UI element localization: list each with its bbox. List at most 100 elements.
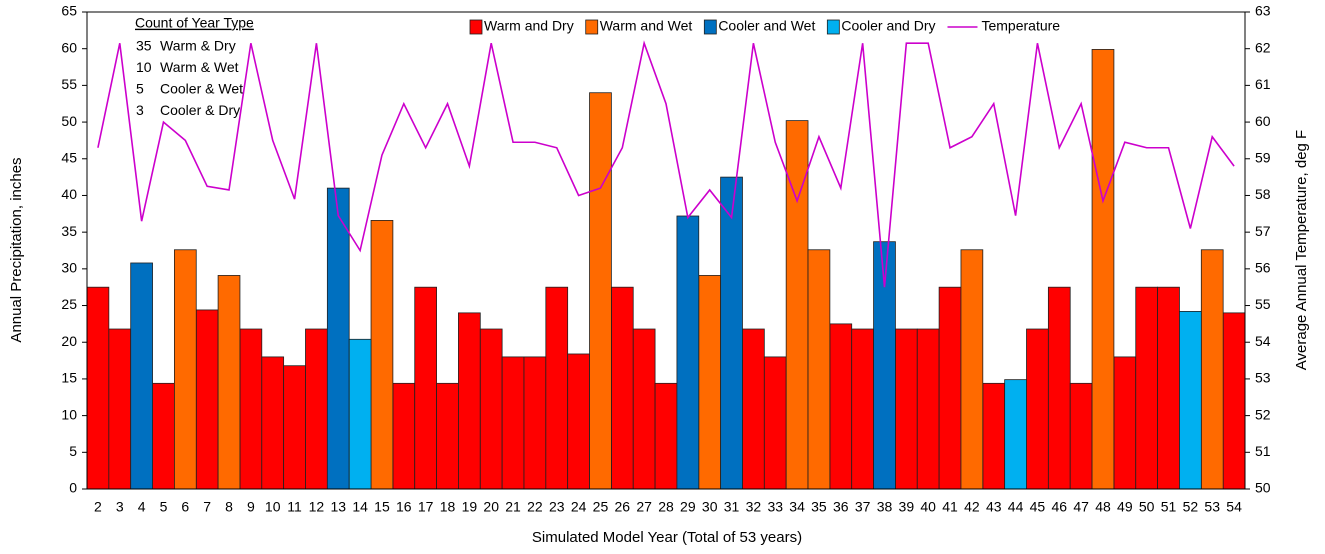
bar <box>436 382 459 490</box>
x-tick-label: 31 <box>724 499 740 515</box>
bar <box>152 382 175 490</box>
x-tick-label: 30 <box>702 499 718 515</box>
x-tick-label: 29 <box>680 499 696 515</box>
bar <box>851 328 874 490</box>
x-tick-label: 7 <box>203 499 211 515</box>
x-tick-label: 32 <box>746 499 762 515</box>
bar <box>108 328 132 490</box>
bar <box>720 176 743 490</box>
bar <box>632 328 656 490</box>
y-tick-label: 5 <box>69 443 77 459</box>
x-tick-label: 28 <box>658 499 674 515</box>
y-tick-label: 55 <box>61 76 77 92</box>
legend-swatch <box>469 19 483 35</box>
bar <box>676 215 700 490</box>
bar <box>458 312 481 490</box>
x-tick-label: 15 <box>374 499 390 515</box>
x-tick-label: 48 <box>1095 499 1111 515</box>
x-tick-label: 5 <box>160 499 168 515</box>
bar <box>763 356 787 490</box>
annotation-label: Cooler & Wet <box>160 81 243 97</box>
y2-tick-label: 54 <box>1255 333 1271 349</box>
x-tick-label: 18 <box>440 499 456 515</box>
annotation-label: Warm & Wet <box>160 59 239 75</box>
x-tick-label: 6 <box>181 499 189 515</box>
bar <box>1026 328 1049 490</box>
x-tick-label: 42 <box>964 499 980 515</box>
y2-axis-title: Average Annual Temperature, deg F <box>1293 130 1310 370</box>
y-tick-label: 40 <box>61 186 77 202</box>
bar <box>610 286 634 490</box>
bar <box>829 323 853 490</box>
y-tick-label: 30 <box>61 260 77 276</box>
x-tick-label: 14 <box>352 499 368 515</box>
x-tick-label: 11 <box>287 499 302 515</box>
bar <box>501 356 525 490</box>
y-tick-label: 20 <box>61 333 77 349</box>
y-tick-label: 10 <box>61 406 77 422</box>
bar <box>938 286 962 490</box>
annotation-label: Cooler & Dry <box>160 102 240 118</box>
x-tick-label: 44 <box>1008 499 1024 515</box>
x-tick-label: 26 <box>615 499 631 515</box>
bar <box>261 356 285 490</box>
bar <box>283 365 306 490</box>
x-tick-label: 20 <box>483 499 499 515</box>
y2-tick-label: 63 <box>1255 3 1271 19</box>
y2-tick-label: 56 <box>1255 260 1271 276</box>
y-axis-title: Annual Precipitation, inches <box>8 157 25 342</box>
legend-label: Warm and Wet <box>600 18 693 34</box>
bar <box>545 286 569 490</box>
y2-tick-label: 58 <box>1255 186 1271 202</box>
annotation-count: 35 <box>136 38 152 54</box>
x-tick-label: 27 <box>636 499 652 515</box>
x-tick-label: 45 <box>1030 499 1046 515</box>
x-tick-label: 39 <box>899 499 915 515</box>
bar <box>392 382 416 490</box>
legend-swatch <box>703 19 717 35</box>
legend-label: Warm and Dry <box>484 18 574 34</box>
bar <box>1091 49 1115 490</box>
bar <box>1004 379 1027 490</box>
x-tick-label: 19 <box>462 499 478 515</box>
y-tick-label: 25 <box>61 296 77 312</box>
annotation-count: 5 <box>136 81 144 97</box>
x-tick-label: 16 <box>396 499 412 515</box>
x-tick-label: 41 <box>942 499 958 515</box>
bar <box>1222 312 1246 490</box>
y-tick-label: 45 <box>61 149 77 165</box>
bar <box>807 249 831 490</box>
y-tick-label: 65 <box>61 3 77 19</box>
x-tick-label: 22 <box>527 499 543 515</box>
bar <box>895 328 918 490</box>
x-tick-label: 51 <box>1161 499 1177 515</box>
bar <box>742 328 765 490</box>
x-tick-label: 23 <box>549 499 565 515</box>
x-tick-label: 40 <box>920 499 936 515</box>
y2-tick-label: 53 <box>1255 370 1271 386</box>
y2-tick-label: 57 <box>1255 223 1271 239</box>
x-tick-label: 47 <box>1073 499 1089 515</box>
bar <box>305 328 328 490</box>
bar <box>1047 286 1071 490</box>
bar <box>1069 382 1093 490</box>
annotation-count: 3 <box>136 102 144 118</box>
bar <box>567 353 590 490</box>
bar <box>654 382 678 490</box>
bar <box>326 187 350 490</box>
x-tick-label: 53 <box>1204 499 1220 515</box>
y2-tick-label: 59 <box>1255 149 1271 165</box>
x-tick-label: 10 <box>265 499 281 515</box>
bar <box>982 382 1006 490</box>
y2-tick-label: 55 <box>1255 296 1271 312</box>
x-tick-label: 12 <box>309 499 325 515</box>
y2-tick-label: 61 <box>1255 76 1271 92</box>
x-tick-label: 37 <box>855 499 871 515</box>
x-tick-label: 38 <box>877 499 893 515</box>
x-tick-label: 25 <box>593 499 609 515</box>
bar <box>173 249 197 490</box>
y2-tick-label: 60 <box>1255 113 1271 129</box>
x-tick-label: 43 <box>986 499 1002 515</box>
x-tick-label: 17 <box>418 499 434 515</box>
